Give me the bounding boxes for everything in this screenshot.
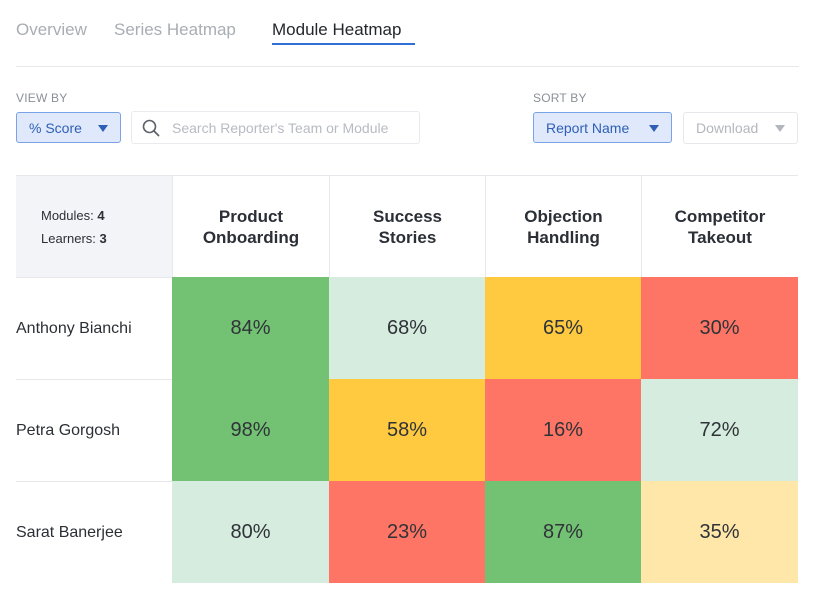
- modules-label: Modules:: [41, 207, 94, 223]
- tab-module-heatmap[interactable]: Module Heatmap: [272, 20, 402, 39]
- sort-by-dropdown[interactable]: Report Name: [533, 112, 672, 143]
- learner-name[interactable]: Anthony Bianchi: [16, 277, 172, 379]
- column-header-module[interactable]: Competitor Takeout: [641, 175, 798, 277]
- score-cell[interactable]: 80%: [172, 481, 329, 583]
- learner-name[interactable]: Petra Gorgosh: [16, 379, 172, 481]
- learners-count: 3: [99, 230, 107, 246]
- column-header-module[interactable]: Objection Handling: [485, 175, 641, 277]
- score-cell[interactable]: 65%: [485, 277, 641, 379]
- module-name-line: Product: [218, 206, 284, 226]
- score-cell[interactable]: 16%: [485, 379, 641, 481]
- learners-label: Learners:: [41, 230, 96, 246]
- module-name-line: Takeout: [688, 227, 752, 247]
- modules-count-line: Modules: 4: [41, 204, 172, 227]
- score-cell[interactable]: 35%: [641, 481, 798, 583]
- module-name-line: Competitor: [674, 206, 766, 226]
- column-header-module[interactable]: Product Onboarding: [172, 175, 329, 277]
- score-cell[interactable]: 87%: [485, 481, 641, 583]
- download-dropdown[interactable]: Download: [683, 112, 798, 144]
- score-cell[interactable]: 30%: [641, 277, 798, 379]
- tab-bar: Overview Series Heatmap Module Heatmap: [16, 0, 799, 67]
- score-cell[interactable]: 72%: [641, 379, 798, 481]
- module-heatmap-table: Modules: 4 Learners: 3 Product Onboarding…: [16, 175, 798, 583]
- caret-down-icon: [98, 125, 108, 132]
- search-icon: [142, 119, 160, 136]
- module-name-line: Onboarding: [202, 227, 300, 247]
- download-label: Download: [696, 120, 759, 136]
- caret-down-icon: [649, 125, 659, 132]
- module-name-line: Handling: [527, 227, 600, 247]
- search-box[interactable]: [131, 111, 420, 144]
- score-cell[interactable]: 58%: [329, 379, 485, 481]
- tab-overview[interactable]: Overview: [16, 20, 87, 39]
- module-name-line: Success: [373, 206, 442, 226]
- module-name-line: Objection: [524, 206, 603, 226]
- summary-cell: Modules: 4 Learners: 3: [16, 175, 172, 277]
- sort-by-value: Report Name: [546, 119, 630, 136]
- learner-name[interactable]: Sarat Banerjee: [16, 481, 172, 583]
- score-cell[interactable]: 68%: [329, 277, 485, 379]
- score-cell[interactable]: 23%: [329, 481, 485, 583]
- view-by-value: % Score: [29, 119, 82, 136]
- sort-by-label: SORT BY: [533, 91, 587, 105]
- view-by-dropdown[interactable]: % Score: [16, 112, 121, 143]
- search-input[interactable]: [172, 119, 412, 136]
- caret-down-icon: [775, 125, 785, 132]
- active-tab-indicator: [272, 43, 415, 45]
- modules-count: 4: [97, 207, 105, 223]
- view-by-label: VIEW BY: [16, 91, 68, 105]
- learners-count-line: Learners: 3: [41, 227, 172, 250]
- score-cell[interactable]: 98%: [172, 379, 329, 481]
- module-name-line: Stories: [378, 227, 437, 247]
- tab-series-heatmap[interactable]: Series Heatmap: [114, 20, 236, 39]
- column-header-module[interactable]: Success Stories: [329, 175, 485, 277]
- score-cell[interactable]: 84%: [172, 277, 329, 379]
